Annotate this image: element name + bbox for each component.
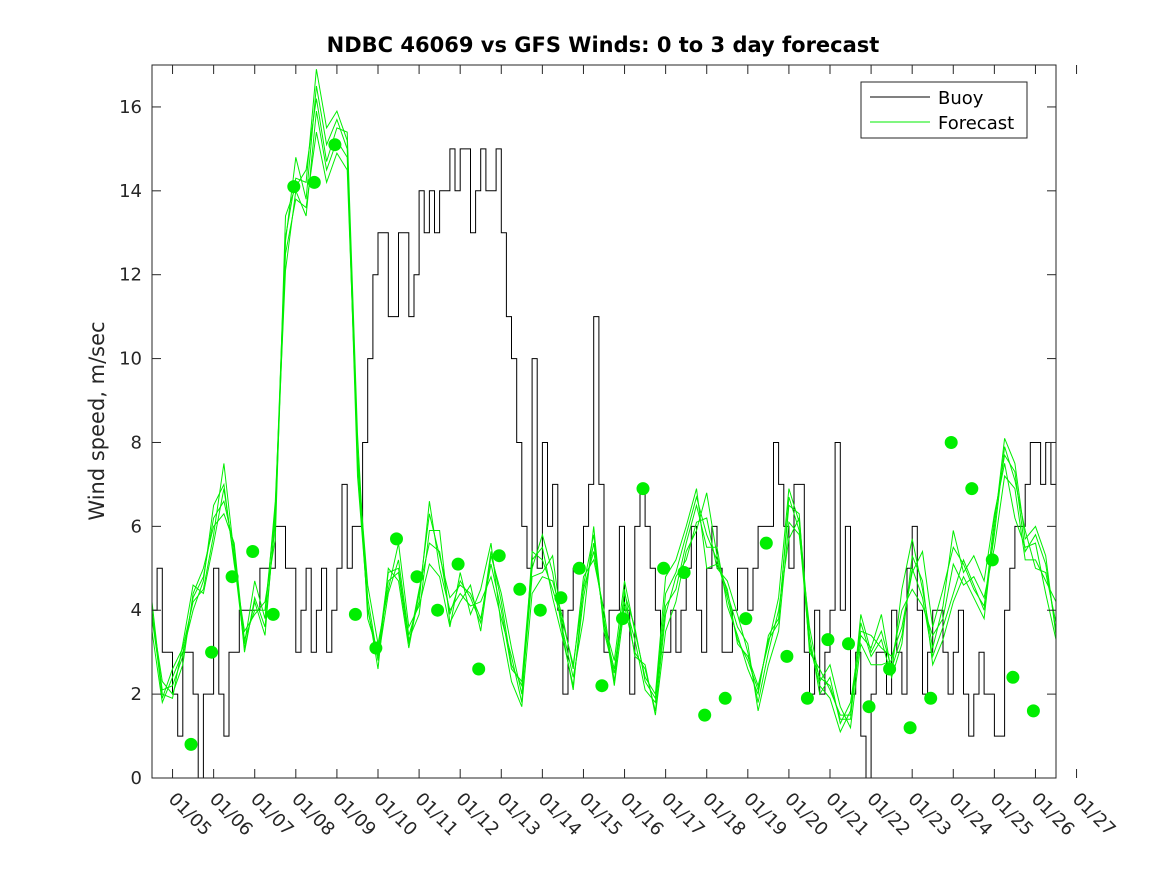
x-tick-label: 01/06 — [205, 789, 257, 841]
forecast-marker — [636, 482, 650, 496]
x-tick-label: 01/10 — [369, 789, 421, 841]
legend-forecast-label: Forecast — [938, 113, 1014, 134]
forecast-marker — [944, 436, 958, 449]
forecast-line-2 — [152, 111, 1056, 730]
forecast-marker — [287, 180, 301, 194]
x-tick-label: 01/23 — [904, 789, 956, 841]
y-axis-label: Wind speed, m/sec — [85, 321, 109, 520]
x-tick-label: 01/12 — [452, 789, 504, 841]
x-tick-label: 01/13 — [493, 789, 545, 841]
forecast-marker — [759, 536, 773, 550]
forecast-marker — [492, 549, 506, 563]
x-tick-label: 01/20 — [780, 789, 832, 841]
y-tick-label: 12 — [119, 265, 142, 286]
forecast-marker — [266, 607, 280, 621]
x-tick-label: 01/24 — [945, 789, 997, 841]
forecast-marker — [924, 691, 938, 705]
forecast-marker — [800, 691, 814, 705]
y-tick-label: 14 — [119, 181, 142, 202]
x-tick-label: 01/26 — [1027, 789, 1079, 841]
forecast-marker — [348, 607, 362, 621]
forecast-marker — [965, 482, 979, 496]
x-tick-label: 01/07 — [246, 789, 298, 841]
chart-title: NDBC 46069 vs GFS Winds: 0 to 3 day fore… — [327, 33, 880, 57]
forecast-markers — [184, 138, 1040, 751]
x-tick-label: 01/21 — [821, 789, 873, 841]
forecast-marker — [410, 570, 424, 584]
forecast-marker — [780, 649, 794, 663]
x-tick-label: 01/17 — [657, 789, 709, 841]
forecast-line-1 — [152, 85, 1056, 734]
x-tick-label: 01/18 — [698, 789, 750, 841]
forecast-marker — [572, 561, 586, 575]
forecast-marker — [657, 561, 671, 575]
forecast-marker — [903, 721, 917, 735]
x-tick-label: 01/09 — [328, 789, 380, 841]
y-tick-label: 6 — [131, 516, 142, 537]
forecast-marker — [1026, 704, 1040, 718]
forecast-marker — [451, 557, 465, 571]
legend-buoy-label: Buoy — [938, 88, 984, 109]
forecast-marker — [307, 175, 321, 189]
forecast-marker — [328, 138, 342, 152]
y-tick-label: 16 — [119, 97, 142, 118]
forecast-marker — [616, 612, 629, 626]
forecast-marker — [369, 641, 383, 655]
y-tick-label: 10 — [119, 349, 142, 370]
x-tick-label: 01/16 — [616, 789, 668, 841]
forecast-marker — [554, 591, 568, 605]
forecast-marker — [431, 603, 445, 617]
forecast-marker — [184, 737, 198, 751]
y-tick-label: 8 — [131, 432, 142, 453]
buoy-line — [152, 148, 1056, 778]
forecast-marker — [472, 662, 486, 676]
y-tick-label: 2 — [131, 684, 142, 705]
forecast-marker — [862, 700, 876, 714]
x-tick-label: 01/19 — [739, 789, 791, 841]
forecast-marker — [718, 691, 732, 705]
forecast-marker — [246, 545, 260, 558]
forecast-marker — [533, 603, 547, 617]
forecast-marker — [225, 570, 239, 584]
forecast-marker — [842, 637, 855, 651]
plot-area — [152, 69, 1056, 778]
forecast-marker — [205, 645, 219, 659]
forecast-marker — [698, 708, 712, 722]
axes-frame — [151, 64, 1057, 779]
forecast-line-4 — [152, 132, 1056, 726]
legend: Buoy Forecast — [860, 81, 1028, 139]
forecast-marker — [883, 662, 897, 676]
forecast-marker — [390, 532, 403, 546]
axes: 024681012141601/0501/0601/0701/0801/0901… — [119, 64, 1120, 841]
x-tick-label: 01/15 — [575, 789, 627, 841]
x-tick-label: 01/05 — [164, 789, 216, 841]
legend-box — [860, 81, 1028, 139]
forecast-marker — [739, 612, 753, 626]
y-tick-label: 0 — [131, 768, 142, 789]
forecast-line-5 — [152, 69, 1056, 720]
forecast-marker — [821, 633, 835, 647]
y-tick-label: 4 — [131, 600, 142, 621]
forecast-marker — [985, 553, 999, 567]
x-tick-label: 01/14 — [534, 789, 586, 841]
x-tick-label: 01/08 — [287, 789, 339, 841]
forecast-marker — [513, 582, 527, 596]
forecast-marker — [1006, 670, 1020, 684]
x-tick-label: 01/22 — [863, 789, 915, 841]
x-tick-label: 01/11 — [411, 789, 463, 841]
x-tick-label: 01/27 — [1068, 789, 1120, 841]
forecast-marker — [677, 566, 691, 579]
x-tick-label: 01/25 — [986, 789, 1038, 841]
forecast-marker — [595, 679, 609, 693]
